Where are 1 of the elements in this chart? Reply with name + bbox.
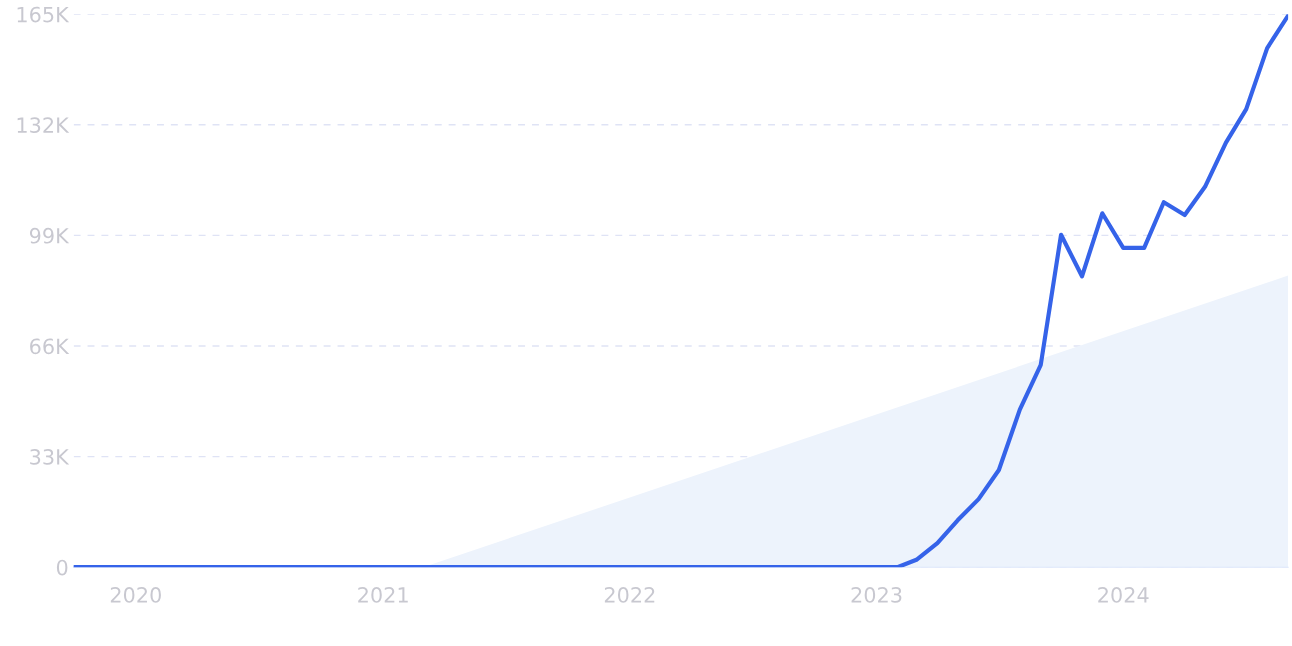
line-series [73, 14, 1289, 568]
